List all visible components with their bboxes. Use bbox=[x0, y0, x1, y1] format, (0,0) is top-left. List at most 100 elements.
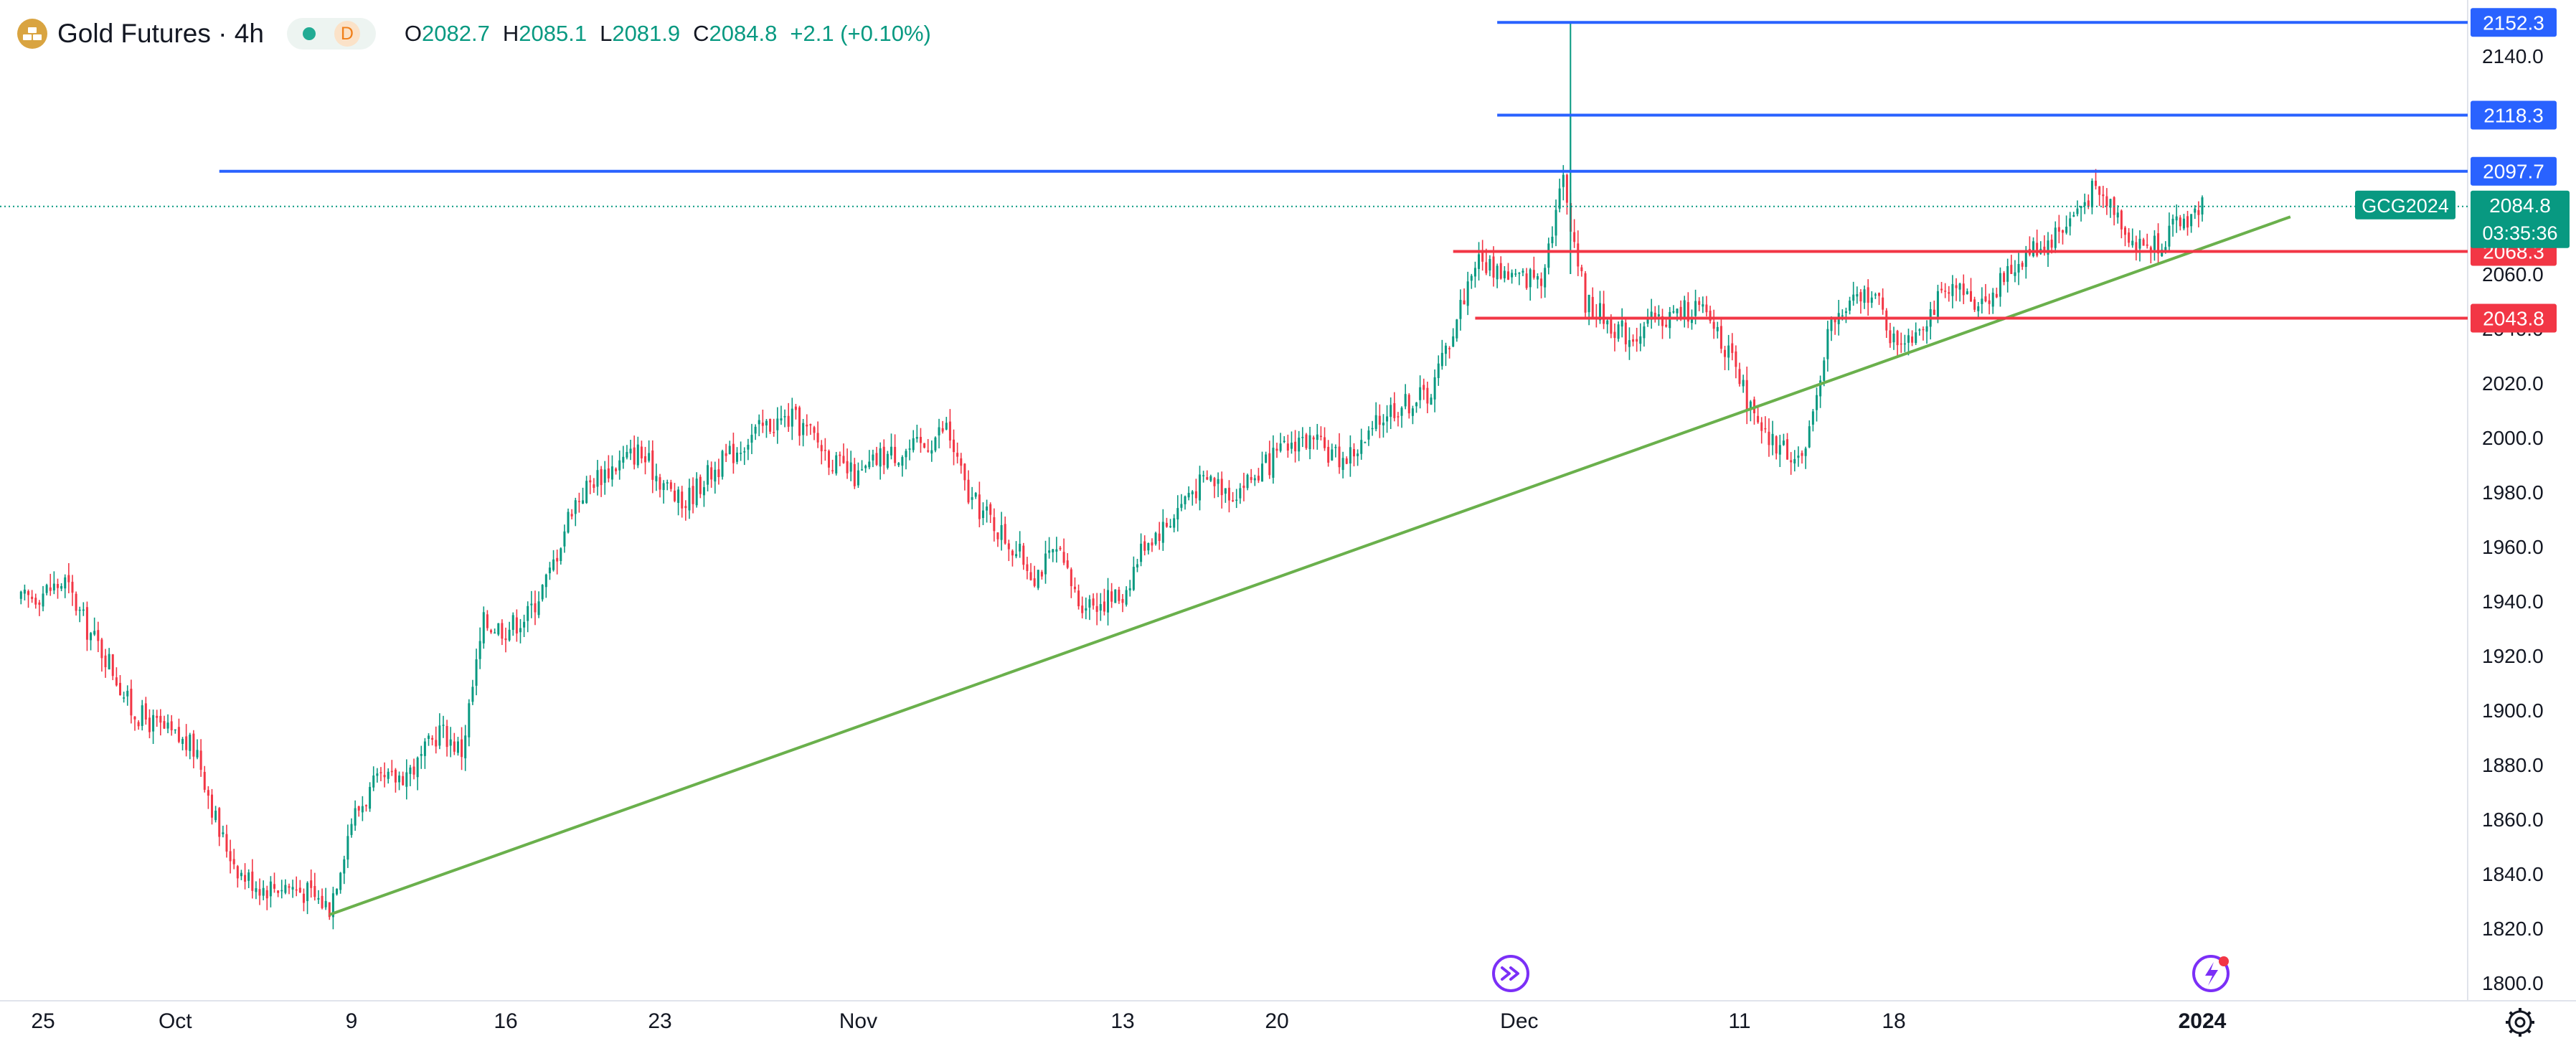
candle-body bbox=[1925, 326, 1928, 332]
candle-body bbox=[2197, 209, 2200, 215]
candle-body bbox=[1485, 262, 1488, 273]
candle-body bbox=[1940, 288, 1943, 291]
candle-body bbox=[769, 418, 772, 432]
candle-body bbox=[574, 500, 577, 514]
candle-body bbox=[1705, 304, 1708, 313]
time-axis[interactable]: 25 Oct 9 16 23 Nov 13 20 Dec 11 18 2024 bbox=[31, 1009, 2226, 1033]
candle-body bbox=[919, 436, 922, 443]
candle-body bbox=[1973, 299, 1976, 310]
candle-body bbox=[133, 716, 136, 720]
candle-body bbox=[369, 786, 372, 809]
candle-body bbox=[1286, 443, 1289, 451]
candle-body bbox=[1360, 440, 1363, 454]
candle-body bbox=[714, 469, 717, 482]
candle-body bbox=[1390, 405, 1392, 418]
candle-body bbox=[651, 450, 654, 480]
candle-body bbox=[49, 587, 52, 591]
candle-body bbox=[1378, 415, 1381, 425]
candle-body bbox=[1301, 437, 1304, 438]
candle-body bbox=[655, 476, 658, 481]
candle-body bbox=[486, 614, 489, 628]
candle-body bbox=[2142, 239, 2145, 246]
candle-body bbox=[1407, 395, 1410, 414]
candle-body bbox=[1745, 380, 1748, 411]
candle-body bbox=[1863, 289, 1866, 303]
candle-body bbox=[607, 468, 610, 479]
candle-body bbox=[1437, 363, 1440, 378]
candle-body bbox=[1298, 438, 1301, 452]
candle-body bbox=[38, 602, 41, 605]
candle-body bbox=[2164, 247, 2167, 251]
candle-body bbox=[490, 630, 493, 633]
candle-body bbox=[1790, 460, 1793, 463]
settings-gear-icon[interactable] bbox=[2506, 1008, 2534, 1037]
x-tick-label: Dec bbox=[1500, 1009, 1538, 1033]
candle-body bbox=[1610, 319, 1613, 334]
candle-body bbox=[1374, 415, 1377, 429]
candle-body bbox=[1092, 598, 1095, 606]
candle-body bbox=[2083, 202, 2086, 206]
candle-body bbox=[343, 859, 346, 874]
candle-body bbox=[989, 504, 992, 515]
candle-body bbox=[449, 739, 452, 746]
candle-body bbox=[111, 654, 114, 677]
ascending-trendline[interactable] bbox=[329, 215, 2291, 916]
symbol-title[interactable]: Gold Futures · 4h bbox=[57, 19, 264, 48]
candle-body bbox=[1386, 416, 1389, 422]
candle-body bbox=[1290, 443, 1293, 449]
candle-body bbox=[747, 444, 750, 450]
forward-replay-icon[interactable] bbox=[1492, 955, 1529, 992]
candle-body bbox=[1426, 387, 1429, 404]
candle-body bbox=[2054, 227, 2057, 248]
candle-body bbox=[1984, 296, 1987, 301]
candle-body bbox=[321, 895, 324, 908]
candle-body bbox=[229, 851, 232, 862]
candle-body bbox=[2128, 232, 2131, 243]
symbol-tag-label: GCG2024 bbox=[2362, 195, 2449, 217]
candle-body bbox=[464, 735, 467, 758]
candle-body bbox=[251, 871, 254, 891]
y-tick-label: 1820.0 bbox=[2482, 918, 2544, 940]
candle-body bbox=[1911, 336, 1914, 343]
status-chip[interactable]: D bbox=[286, 18, 376, 50]
candle-body bbox=[1955, 285, 1958, 288]
candle-body bbox=[497, 623, 500, 635]
candle-body bbox=[1261, 463, 1264, 482]
candle-body bbox=[1598, 303, 1601, 321]
candle-body bbox=[310, 880, 313, 888]
candle-body bbox=[108, 654, 110, 670]
candle-body bbox=[857, 470, 859, 486]
candle-body bbox=[993, 517, 996, 532]
candle-body bbox=[1661, 316, 1664, 326]
candle-body bbox=[1536, 276, 1539, 280]
candle-body bbox=[974, 493, 977, 497]
candle-body bbox=[284, 885, 287, 893]
candle-body bbox=[1562, 174, 1565, 187]
candles[interactable] bbox=[19, 22, 2204, 930]
candle-body bbox=[1000, 524, 1003, 540]
candle-body bbox=[2076, 208, 2079, 215]
candle-body bbox=[666, 482, 669, 484]
candle-body bbox=[1004, 524, 1006, 544]
candle-body bbox=[1712, 321, 1715, 329]
candle-body bbox=[152, 715, 155, 732]
level-price-label: 2043.8 bbox=[2483, 308, 2544, 330]
candle-body bbox=[27, 590, 30, 595]
candle-body bbox=[1349, 447, 1351, 464]
candle-body bbox=[1518, 273, 1521, 274]
ohlc-values: O2082.7 H2085.1 L2081.9 C2084.8 +2.1 (+0… bbox=[405, 21, 931, 47]
candle-body bbox=[948, 421, 951, 441]
candle-body bbox=[615, 468, 618, 471]
candle-body bbox=[273, 884, 275, 889]
candle-body bbox=[669, 482, 672, 489]
flash-alert-icon[interactable] bbox=[2192, 955, 2230, 992]
candle-body bbox=[1239, 488, 1242, 499]
candle-body bbox=[324, 900, 327, 908]
candle-body bbox=[1132, 567, 1135, 590]
candle-body bbox=[438, 725, 441, 746]
candle-body bbox=[1782, 440, 1785, 446]
candle-body bbox=[1554, 209, 1557, 236]
